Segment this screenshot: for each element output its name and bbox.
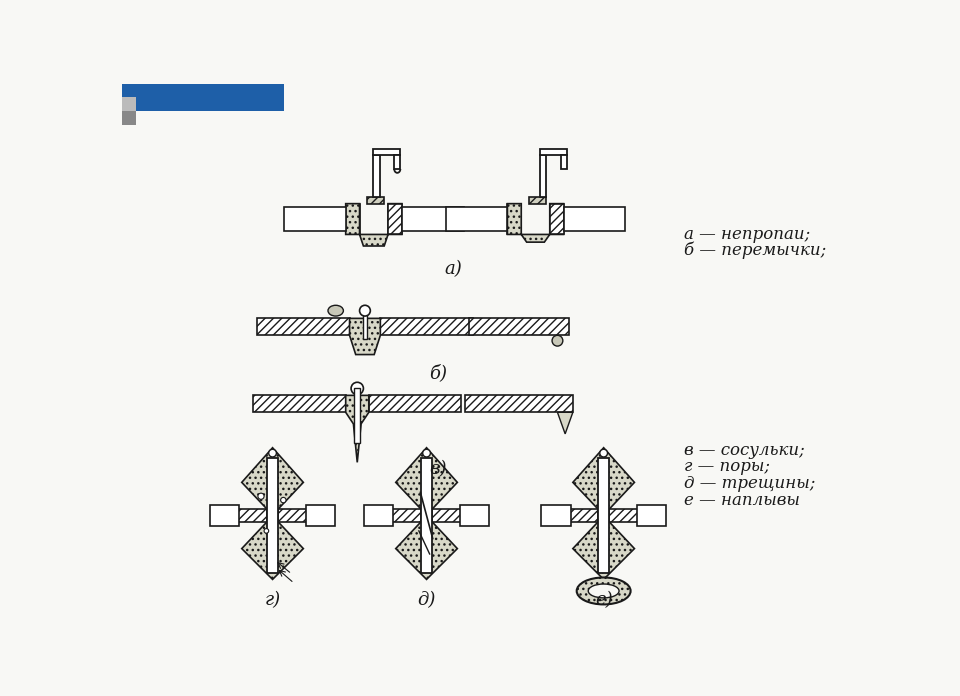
Bar (402, 207, 464, 230)
Text: е — наплывы: е — наплывы (684, 492, 801, 509)
Bar (364, 505, 394, 526)
Bar (253, 395, 346, 412)
Bar (529, 198, 546, 204)
Bar (210, 505, 239, 526)
Bar (284, 207, 346, 230)
Bar (468, 318, 569, 335)
Text: б — перемычки;: б — перемычки; (684, 241, 827, 259)
Circle shape (552, 335, 563, 346)
Bar (380, 318, 472, 335)
Polygon shape (396, 448, 457, 509)
Ellipse shape (328, 306, 344, 316)
Bar (354, 388, 360, 443)
Ellipse shape (588, 584, 619, 598)
Text: в — сосульки;: в — сосульки; (684, 441, 805, 459)
Circle shape (351, 382, 364, 395)
Bar (388, 204, 402, 235)
Bar (123, 111, 136, 125)
Text: г): г) (265, 591, 280, 609)
Bar (235, 509, 267, 521)
Polygon shape (346, 395, 369, 462)
Bar (566, 509, 598, 521)
Polygon shape (349, 318, 380, 354)
Bar (460, 505, 489, 526)
Bar (508, 204, 521, 235)
Bar (445, 207, 508, 230)
Polygon shape (558, 412, 573, 434)
Bar (636, 505, 666, 526)
Circle shape (422, 450, 430, 457)
Polygon shape (573, 521, 635, 579)
Bar (432, 509, 464, 521)
Circle shape (280, 498, 286, 503)
Bar (363, 310, 368, 339)
Bar (305, 505, 335, 526)
Bar (267, 458, 278, 574)
Circle shape (264, 528, 269, 533)
Text: а): а) (444, 260, 463, 278)
Circle shape (258, 493, 264, 499)
Text: в): в) (429, 460, 446, 478)
Bar (541, 505, 570, 526)
Bar (368, 198, 384, 204)
Polygon shape (396, 521, 457, 579)
Bar (123, 84, 284, 111)
Text: д): д) (418, 591, 436, 609)
Bar (346, 204, 360, 235)
Text: е): е) (595, 591, 612, 609)
Text: а — непропаи;: а — непропаи; (684, 226, 811, 243)
Bar (369, 395, 461, 412)
Circle shape (269, 450, 276, 457)
Polygon shape (242, 448, 303, 509)
Bar (278, 509, 309, 521)
Bar (465, 395, 573, 412)
Bar (421, 458, 432, 574)
Bar (550, 204, 564, 235)
Polygon shape (346, 204, 402, 246)
Bar (540, 155, 546, 198)
Circle shape (600, 450, 608, 457)
Ellipse shape (577, 578, 631, 604)
Bar (373, 149, 400, 155)
Text: б): б) (429, 364, 447, 382)
Bar (609, 509, 640, 521)
Bar (540, 149, 566, 155)
Polygon shape (573, 448, 635, 509)
Bar (395, 155, 400, 169)
Bar (598, 458, 609, 574)
Text: д — трещины;: д — трещины; (684, 475, 816, 493)
Bar (257, 318, 349, 335)
Bar (123, 97, 136, 111)
Bar (373, 155, 379, 198)
Text: г — поры;: г — поры; (684, 459, 771, 475)
Circle shape (360, 306, 371, 316)
Polygon shape (242, 521, 303, 579)
Polygon shape (508, 204, 564, 242)
Bar (564, 207, 625, 230)
Bar (390, 509, 421, 521)
Bar (561, 155, 566, 169)
